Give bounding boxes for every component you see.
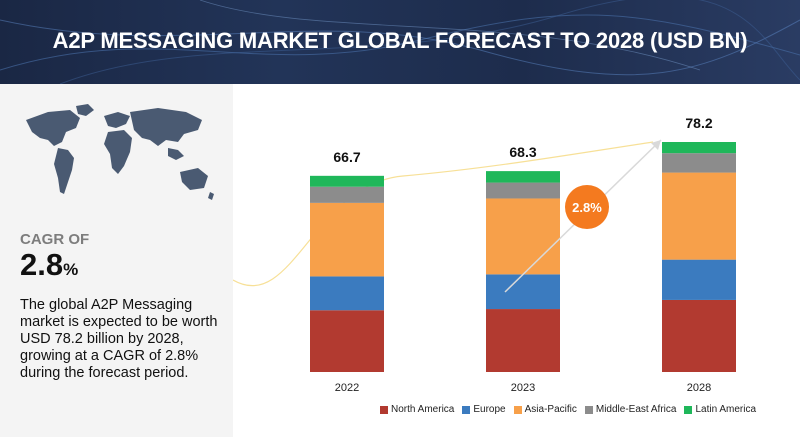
market-description: The global A2P Messaging market is expec… — [20, 297, 218, 381]
legend-swatch — [684, 405, 693, 414]
legend-item-middle-east-africa: Middle-East Africa — [584, 404, 677, 415]
x-tick-label-2023: 2023 — [511, 382, 535, 394]
growth-badge-group: 2.8% — [504, 139, 662, 293]
bar-2028-latin-america — [662, 142, 736, 154]
bar-2022-north-america — [310, 310, 384, 372]
total-label-2028: 78.2 — [685, 115, 712, 131]
growth-badge-circle — [565, 185, 609, 229]
labels-group: 66.7 2022 68.3 2023 78.2 2028 — [333, 115, 712, 394]
bar-2022-europe — [310, 276, 384, 311]
legend-swatch — [380, 405, 388, 414]
legend-swatch — [584, 405, 593, 414]
bar-2023-north-america — [486, 309, 560, 372]
x-tick-label-2028: 2028 — [687, 382, 711, 394]
legend-label: North America — [391, 404, 455, 415]
bar-2023-asia-pacific — [486, 198, 560, 275]
legend-swatch — [462, 405, 471, 414]
legend-item-north-america: North America — [380, 404, 454, 415]
bar-2028-europe — [662, 259, 736, 300]
bars-group — [310, 142, 736, 372]
legend-label: Asia-Pacific — [524, 404, 577, 415]
x-tick-label-2022: 2022 — [335, 382, 359, 394]
legend-item-asia-pacific: Asia-Pacific — [513, 404, 577, 415]
bar-2028-north-america — [662, 299, 736, 372]
cagr-value: 2.8% — [20, 247, 78, 283]
bar-2022-middle-east-africa — [310, 186, 384, 203]
bar-2028-middle-east-africa — [662, 153, 736, 173]
cagr-number: 2.8 — [20, 247, 64, 282]
total-label-2022: 66.7 — [333, 149, 360, 165]
bar-2023-middle-east-africa — [486, 182, 560, 199]
legend-label: Middle-East Africa — [595, 404, 677, 415]
bar-2022-asia-pacific — [310, 202, 384, 277]
header-banner: A2P MESSAGING MARKET GLOBAL FORECAST TO … — [0, 0, 800, 84]
growth-badge-label: 2.8% — [572, 200, 602, 215]
legend-swatch — [513, 405, 522, 414]
bar-2028-asia-pacific — [662, 172, 736, 260]
growth-arrow-head — [651, 140, 661, 150]
chart-legend: North America Europe Asia-Pacific Middle-Ea… — [380, 404, 756, 415]
bar-2023-latin-america — [486, 171, 560, 183]
world-map-icon — [26, 104, 214, 200]
bar-2023-europe — [486, 274, 560, 310]
stacked-bar-chart: 66.7 2022 68.3 2023 78.2 2028 2.8% — [233, 115, 736, 394]
legend-item-latin-america: Latin America — [684, 404, 756, 415]
bar-2022-latin-america — [310, 175, 384, 187]
cagr-label: CAGR OF — [20, 231, 90, 248]
chart-title: A2P MESSAGING MARKET GLOBAL FORECAST TO … — [52, 28, 748, 53]
legend-label: Europe — [473, 404, 506, 415]
legend-label: Latin America — [695, 404, 757, 415]
legend-item-europe: Europe — [462, 404, 506, 415]
total-label-2023: 68.3 — [509, 144, 536, 160]
summary-panel: CAGR OF 2.8% The global A2P Messaging ma… — [0, 84, 233, 437]
cagr-unit: % — [63, 260, 79, 279]
header-decoration — [0, 0, 800, 84]
decorative-trend-curve — [233, 141, 654, 287]
